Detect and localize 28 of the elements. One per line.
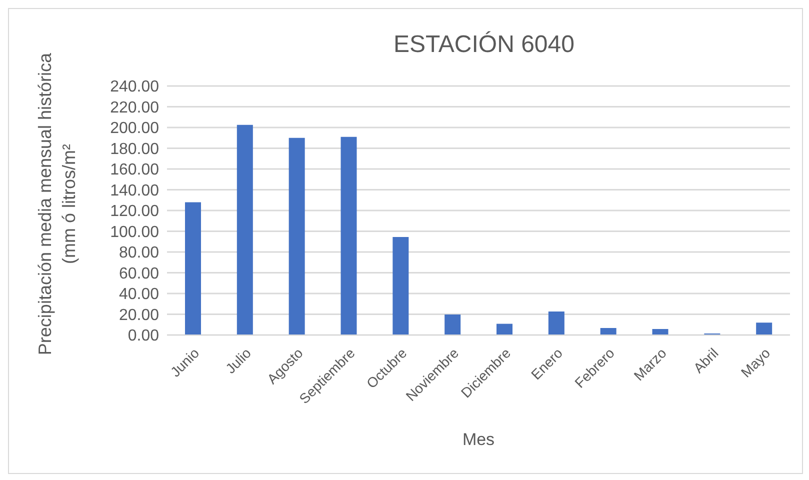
bar bbox=[185, 202, 201, 335]
y-tick-label: 100.00 bbox=[110, 224, 160, 241]
chart-title: ESTACIÓN 6040 bbox=[392, 31, 576, 59]
bar bbox=[444, 314, 461, 335]
bar bbox=[340, 136, 357, 335]
bar bbox=[236, 124, 253, 335]
y-tick-label: 120.00 bbox=[110, 203, 160, 220]
y-tick-label: 180.00 bbox=[110, 140, 160, 158]
bar bbox=[548, 311, 564, 335]
bar bbox=[652, 328, 668, 335]
y-tick-label: 20.00 bbox=[118, 306, 160, 324]
y-tick-label: 160.00 bbox=[110, 162, 160, 179]
y-tick-label: 40.00 bbox=[118, 286, 160, 304]
bar bbox=[288, 138, 305, 335]
bar bbox=[392, 236, 409, 335]
y-tick-label: 80.00 bbox=[118, 244, 160, 262]
y-tick-label: 60.00 bbox=[118, 265, 160, 282]
y-tick-label: 220.00 bbox=[110, 99, 160, 116]
x-tick-label: Julio bbox=[222, 344, 254, 377]
y-axis-title: Precipitación media mensual histórica (mm ó litros/m² bbox=[35, 52, 79, 356]
y-tick-label: 0.00 bbox=[128, 328, 160, 345]
bar bbox=[600, 328, 616, 335]
x-axis-title: Mes bbox=[462, 430, 495, 449]
y-tick-label: 240.00 bbox=[110, 78, 160, 96]
bar bbox=[496, 324, 512, 335]
bar bbox=[756, 322, 772, 335]
y-tick-label: 200.00 bbox=[110, 120, 160, 138]
y-tick-label: 140.00 bbox=[110, 182, 160, 200]
